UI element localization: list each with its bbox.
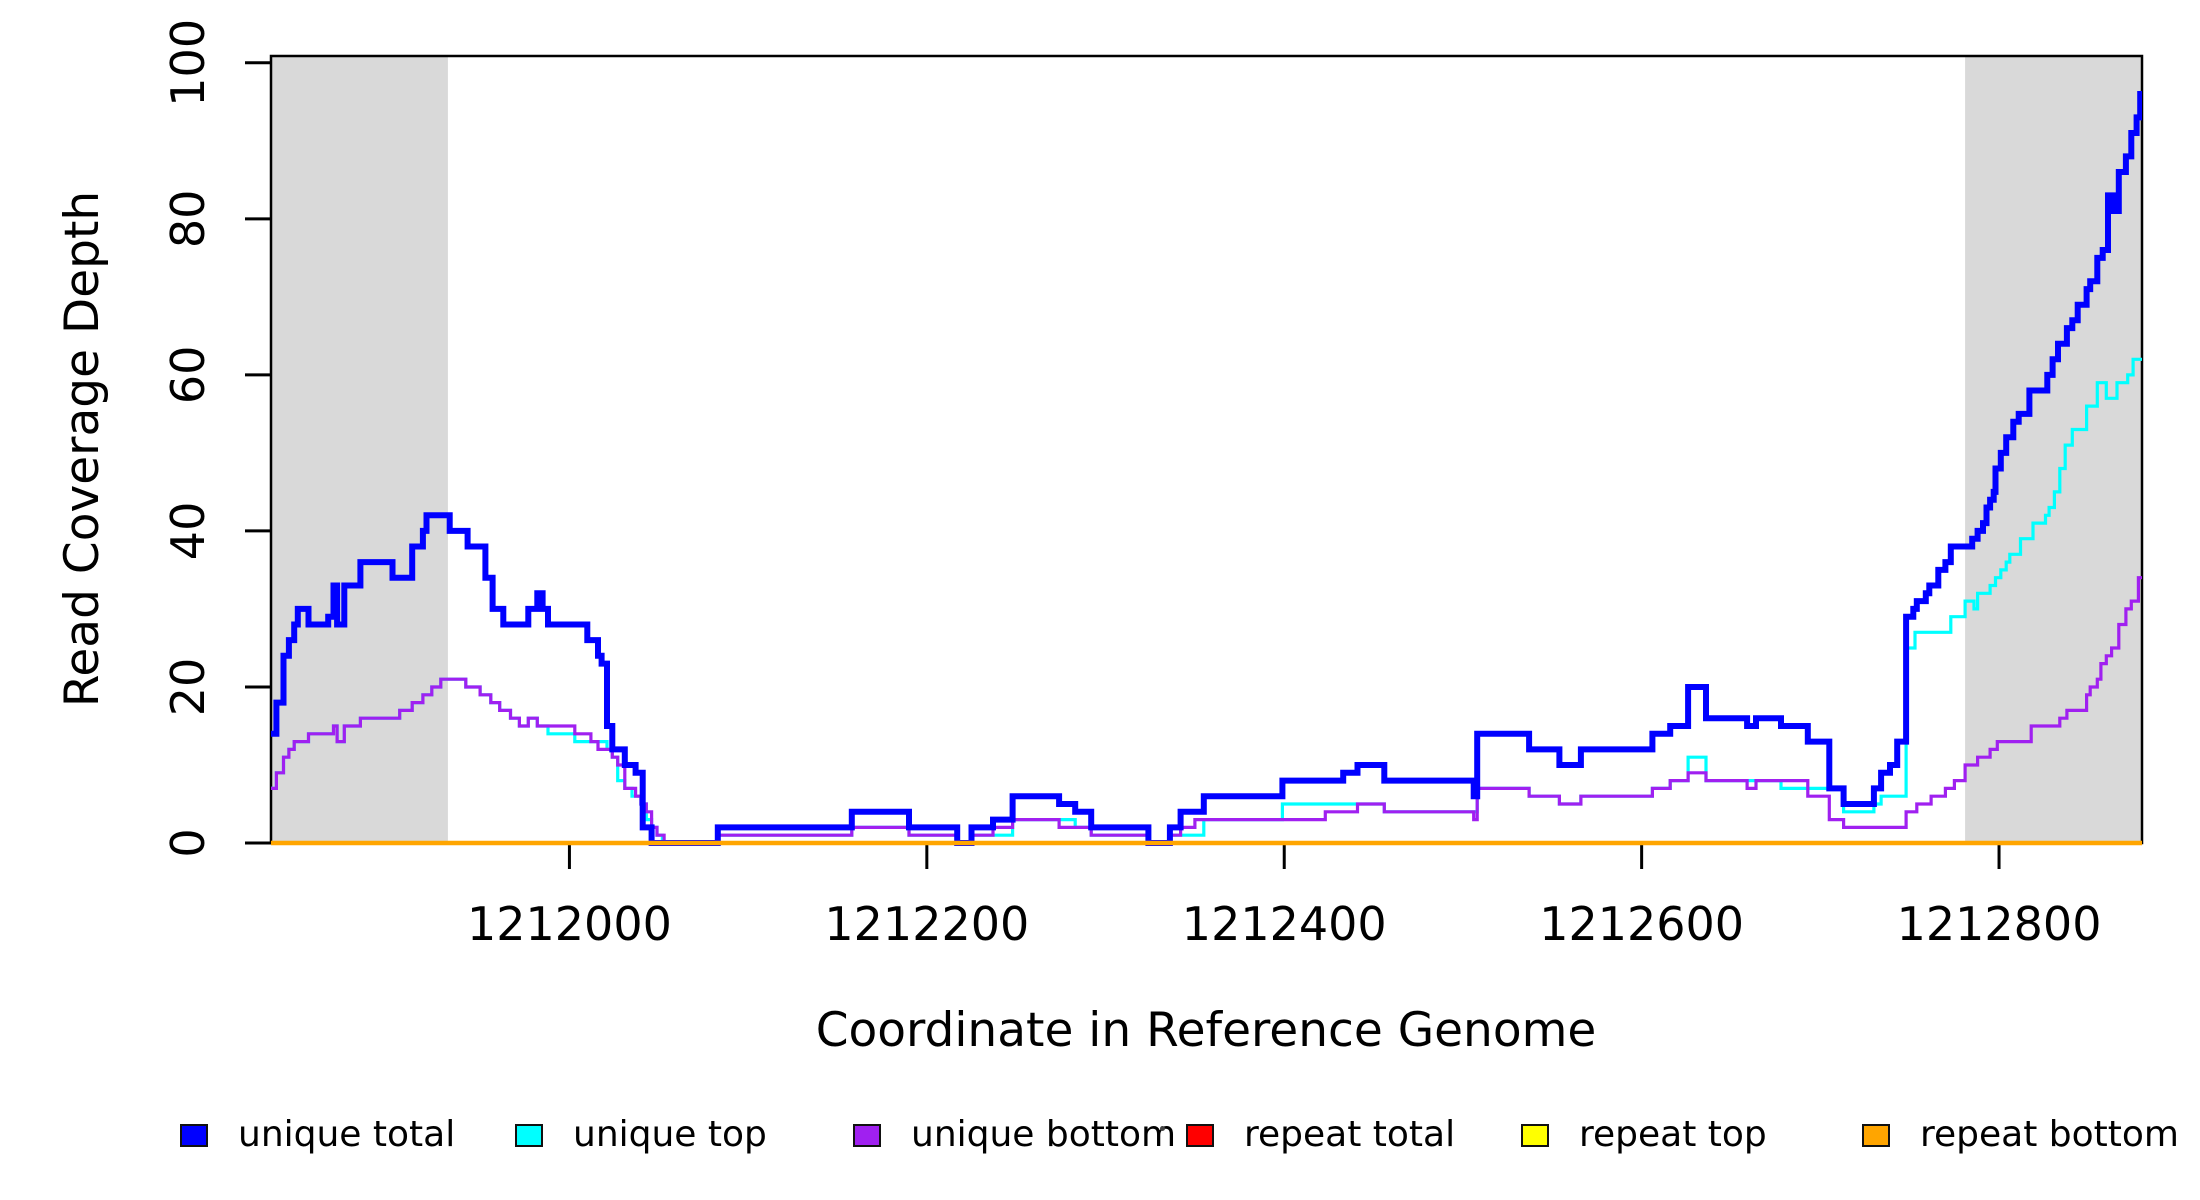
shaded-region-left bbox=[271, 56, 448, 843]
x-tick-label: 1212400 bbox=[1182, 897, 1387, 951]
y-tick-label: 100 bbox=[161, 19, 215, 107]
series-line-unique-total bbox=[271, 91, 2142, 846]
stray-dot-artifact bbox=[1160, 1126, 1165, 1131]
highlight-bands bbox=[271, 56, 2142, 843]
y-tick-label: 60 bbox=[161, 346, 215, 405]
y-axis-title: Read Coverage Depth bbox=[55, 191, 110, 707]
series-line-unique-top bbox=[271, 357, 2142, 845]
x-tick-label: 1212800 bbox=[1897, 897, 2102, 951]
y-tick-label: 80 bbox=[161, 190, 215, 249]
x-tick-label: 1212200 bbox=[824, 897, 1029, 951]
shaded-region-right bbox=[1965, 56, 2142, 843]
series-line-unique-bottom bbox=[271, 576, 2142, 845]
y-tick-label: 40 bbox=[161, 502, 215, 561]
x-tick-label: 1212600 bbox=[1539, 897, 1744, 951]
x-axis-title: Coordinate in Reference Genome bbox=[816, 1003, 1597, 1058]
axis-ticks: 1212000 1212200 1212400 1212600 1212800 0 20 40… bbox=[161, 19, 2101, 951]
y-tick-label: 0 bbox=[161, 828, 215, 857]
series-lines bbox=[271, 91, 2142, 846]
x-tick-label: 1212000 bbox=[467, 897, 672, 951]
y-tick-label: 20 bbox=[161, 658, 215, 717]
